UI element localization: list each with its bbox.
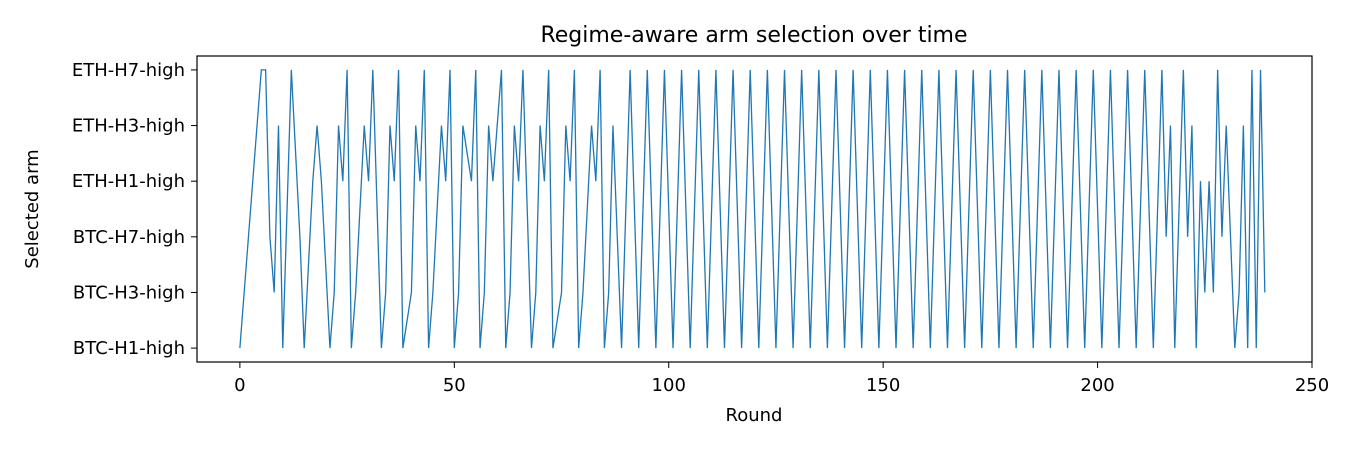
x-tick-label: 0	[234, 375, 245, 396]
y-tick-label: BTC-H1-high	[73, 338, 185, 359]
y-axis: BTC-H1-high BTC-H3-high BTC-H7-high ETH-H1-…	[72, 60, 197, 359]
x-tick-label: 100	[652, 375, 686, 396]
x-tick-label: 50	[443, 375, 466, 396]
y-tick-label: BTC-H3-high	[73, 282, 185, 303]
x-tick-label: 150	[866, 375, 900, 396]
plot-frame	[196, 55, 1313, 363]
x-axis-label: Round	[726, 405, 783, 426]
chart-title: Regime-aware arm selection over time	[540, 23, 967, 48]
y-axis-label: Selected arm	[22, 149, 43, 268]
y-tick-label: BTC-H7-high	[73, 227, 185, 248]
y-tick-label: ETH-H3-high	[72, 116, 185, 137]
plot-area	[239, 69, 1266, 349]
x-axis: 0 50 100 150 200 250	[234, 362, 1329, 396]
y-tick-label: ETH-H1-high	[72, 171, 185, 192]
x-tick-label: 250	[1295, 375, 1329, 396]
x-tick-label: 200	[1080, 375, 1114, 396]
y-tick-label: ETH-H7-high	[72, 60, 185, 81]
series-line-0	[239, 69, 1266, 349]
